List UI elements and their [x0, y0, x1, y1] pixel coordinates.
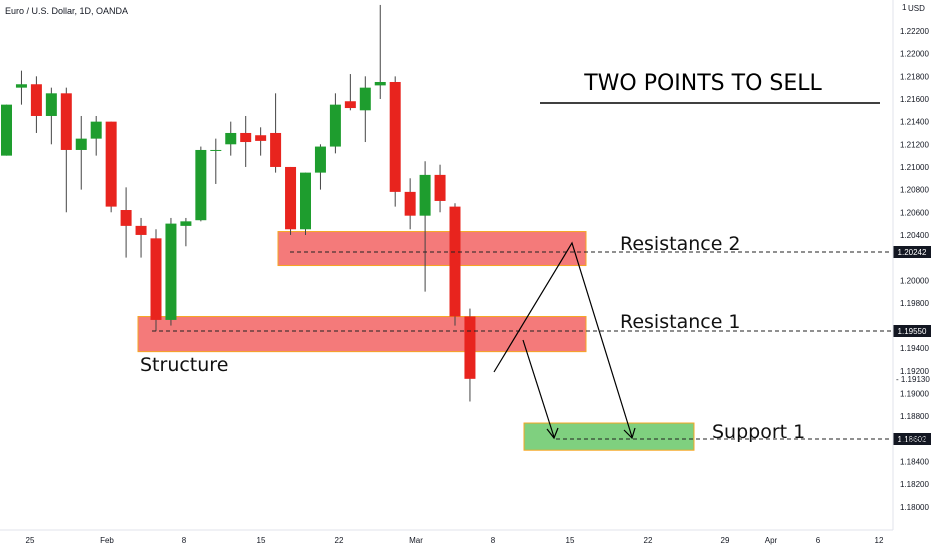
- path-branch: [522, 339, 555, 438]
- x-tick-label: 15: [566, 536, 575, 545]
- zones-layer: [137, 231, 695, 451]
- y-tick-label: 1.18600: [900, 435, 929, 444]
- candle-body: [15, 84, 27, 88]
- structure-label: Structure: [140, 354, 228, 376]
- y-tick-label: 1.18200: [900, 480, 929, 489]
- x-tick-label: 8: [491, 536, 496, 545]
- level-tag-0: [893, 246, 931, 258]
- candle-body: [1, 104, 12, 156]
- candle-body: [240, 132, 252, 143]
- x-tick-label: 22: [644, 536, 653, 545]
- currency-label: USD: [908, 4, 925, 13]
- y-tick-label: 1.18800: [900, 412, 929, 421]
- candle-body: [195, 149, 207, 221]
- y-tick-label: 1.22200: [900, 27, 929, 36]
- x-tick-label: Mar: [409, 536, 423, 545]
- path-main: [493, 241, 633, 438]
- candle-body: [150, 238, 162, 320]
- y-tick-label: 1.21400: [900, 118, 929, 127]
- candle-body: [359, 87, 371, 111]
- zone-2: [523, 422, 695, 451]
- level-tag-text-0: 1.20242: [898, 248, 927, 257]
- x-tick-label: 29: [721, 536, 730, 545]
- chart-title: Euro / U.S. Dollar, 1D, OANDA: [5, 6, 128, 16]
- y-tick-label: 1.22000: [900, 50, 929, 59]
- level-tag-text-1: 1.19550: [898, 327, 927, 336]
- level-tag-text-2: 1.18602: [898, 435, 927, 444]
- candle-body: [270, 132, 282, 167]
- y-marker-label: - 1.19130: [896, 375, 930, 384]
- x-tick-label: 12: [875, 536, 884, 545]
- candle-body: [135, 225, 147, 235]
- candle-body: [389, 81, 401, 192]
- y-tick-label: 1.19000: [900, 390, 929, 399]
- x-tick-label: 15: [257, 536, 266, 545]
- price-axis: 1 USD 1.22200 1.22000 1.21800 1.21600 1.21400 1…: [892, 0, 930, 530]
- candle-body: [329, 104, 341, 147]
- y-tick-label: 1.21800: [900, 72, 929, 81]
- candle-body: [419, 174, 431, 216]
- candle-body: [75, 138, 87, 150]
- candles-layer: [1, 4, 476, 402]
- candle-body: [344, 101, 356, 109]
- x-tick-label: 8: [182, 536, 187, 545]
- candle-body: [165, 223, 177, 320]
- candle-body: [30, 84, 42, 116]
- y-tick-label: 1.20800: [900, 186, 929, 195]
- axis-top-label: 1: [902, 3, 907, 12]
- candle-body: [120, 210, 132, 226]
- x-tick-label: Feb: [100, 536, 114, 545]
- level-tag-1: [893, 325, 931, 337]
- y-tick-label: 1.21000: [900, 163, 929, 172]
- candle-body: [105, 121, 117, 207]
- candle-body: [210, 149, 222, 151]
- arrow-head-2: [623, 427, 636, 440]
- candle-body: [404, 191, 416, 216]
- arrow-head-1: [546, 427, 559, 440]
- y-tick-label: 1.20400: [900, 231, 929, 240]
- candle-body: [300, 172, 311, 230]
- headline-text: TWO POINTS TO SELL: [583, 71, 822, 96]
- y-tick-label: 1.20600: [900, 208, 929, 217]
- y-tick-label: 1.21200: [900, 140, 929, 149]
- candle-body: [449, 206, 461, 317]
- candle-body: [45, 93, 57, 116]
- candle-body: [374, 81, 386, 86]
- y-tick-label: 1.19200: [900, 367, 929, 376]
- candle-body: [225, 132, 237, 145]
- y-tick-label: 1.21600: [900, 95, 929, 104]
- y-tick-label: 1.18400: [900, 458, 929, 467]
- zone-label-0: Resistance 2: [620, 233, 741, 255]
- candle-body: [90, 121, 102, 139]
- y-tick-label: 1.20000: [900, 276, 929, 285]
- x-tick-label: 22: [335, 536, 344, 545]
- level-tag-2: [893, 433, 931, 445]
- candle-body: [180, 221, 192, 226]
- levels-layer: Resistance 2 1.20242 Resistance 1 1.19550 Su…: [152, 233, 931, 445]
- x-tick-label: 6: [816, 536, 821, 545]
- candle-body: [285, 166, 297, 230]
- time-axis: 25 Feb 8 15 22 Mar 8 15 22 29 Apr 6 12: [0, 529, 893, 545]
- y-tick-label: 1.19400: [900, 344, 929, 353]
- annotations-layer: [493, 102, 880, 440]
- zone-1: [137, 316, 587, 353]
- zone-label-2: Support 1: [712, 421, 805, 443]
- candle-body: [60, 93, 72, 150]
- candle-body: [434, 174, 446, 201]
- x-tick-label: 25: [26, 536, 35, 545]
- y-tick-label: 1.19800: [900, 299, 929, 308]
- y-tick-label: 1.18000: [900, 503, 929, 512]
- candle-body: [464, 316, 476, 379]
- candle-body: [255, 135, 267, 141]
- zone-0: [277, 231, 587, 267]
- zone-label-1: Resistance 1: [620, 311, 741, 333]
- x-tick-label: Apr: [765, 536, 778, 545]
- candle-body: [314, 146, 326, 173]
